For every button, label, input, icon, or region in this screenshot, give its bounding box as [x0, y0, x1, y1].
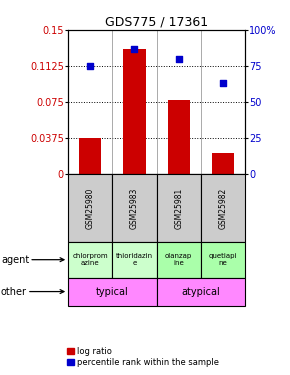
Bar: [112, 242, 157, 278]
Bar: [168, 100, 190, 174]
Text: GSM25980: GSM25980: [86, 188, 95, 229]
Bar: [124, 49, 146, 174]
Text: agent: agent: [1, 255, 64, 265]
Text: olanzap
ine: olanzap ine: [165, 253, 192, 266]
Point: [176, 56, 181, 62]
Bar: [201, 174, 245, 242]
Bar: [68, 278, 157, 306]
Bar: [79, 138, 101, 174]
Bar: [68, 242, 112, 278]
Bar: [68, 174, 112, 242]
Bar: [212, 153, 234, 174]
Point: [221, 80, 225, 86]
Point: [88, 63, 93, 69]
Bar: [157, 174, 201, 242]
Text: typical: typical: [96, 286, 129, 297]
Title: GDS775 / 17361: GDS775 / 17361: [105, 16, 208, 29]
Text: GSM25983: GSM25983: [130, 188, 139, 229]
Legend: log ratio, percentile rank within the sample: log ratio, percentile rank within the sa…: [66, 346, 219, 367]
Text: GSM25982: GSM25982: [218, 188, 227, 229]
Text: GSM25981: GSM25981: [174, 188, 183, 229]
Text: other: other: [1, 286, 64, 297]
Point: [132, 46, 137, 52]
Text: thioridazin
e: thioridazin e: [116, 253, 153, 266]
Bar: [112, 174, 157, 242]
Text: atypical: atypical: [182, 286, 220, 297]
Bar: [157, 242, 201, 278]
Bar: [201, 242, 245, 278]
Text: chlorprom
azine: chlorprom azine: [72, 253, 108, 266]
Bar: [157, 278, 245, 306]
Text: quetiapi
ne: quetiapi ne: [209, 253, 237, 266]
